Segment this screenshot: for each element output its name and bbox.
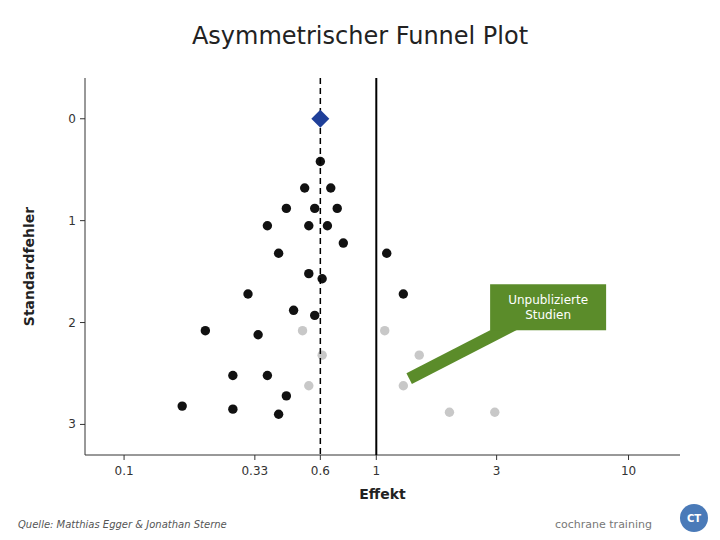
x-tick [496, 455, 497, 460]
x-tick-label: 1 [372, 464, 380, 478]
point [415, 350, 424, 359]
y-ticks: 0 1 2 3 [68, 112, 85, 432]
annotation-text: UnpublizierteStudien [508, 293, 588, 322]
point [310, 311, 319, 320]
annotation-box [490, 284, 606, 330]
point [323, 221, 332, 230]
point [228, 404, 237, 413]
y-tick-label: 0 [68, 112, 76, 126]
plot-area [177, 78, 548, 455]
logo [680, 504, 708, 532]
y-tick-label: 2 [68, 316, 76, 330]
point [317, 274, 326, 283]
point [263, 221, 272, 230]
y-tick-label: 3 [68, 417, 76, 431]
point [228, 371, 237, 380]
point [177, 401, 186, 410]
y-tick [80, 118, 85, 119]
point [274, 249, 283, 258]
y-tick [80, 424, 85, 425]
point [304, 381, 313, 390]
x-tick [124, 455, 125, 460]
point [310, 204, 319, 213]
pooled-estimate [311, 110, 329, 128]
point [274, 410, 283, 419]
x-tick [320, 455, 321, 460]
y-tick [80, 220, 85, 221]
x-ticks: 0.1 0.33 0.6 1 3 10 [115, 455, 637, 478]
point [300, 183, 309, 192]
point [399, 289, 408, 298]
point [298, 326, 307, 335]
point [326, 183, 335, 192]
title: Asymmetrischer Funnel Plot [192, 22, 528, 50]
point [339, 238, 348, 247]
x-tick-label: 0.6 [311, 464, 330, 478]
point [282, 204, 291, 213]
reference-line [375, 78, 377, 455]
source: Quelle: Matthias Egger & Jonathan Sterne [18, 519, 227, 530]
point [253, 330, 262, 339]
x-tick [376, 455, 377, 460]
point [490, 408, 499, 417]
x-tick [628, 455, 629, 460]
point [289, 306, 298, 315]
credit: cochrane training [555, 518, 652, 531]
point [445, 408, 454, 417]
point [380, 326, 389, 335]
x-tick-label: 10 [621, 464, 636, 478]
point [201, 326, 210, 335]
point [304, 221, 313, 230]
y-axis-line [85, 78, 86, 455]
x-tick-label: 3 [493, 464, 501, 478]
series [177, 157, 408, 419]
x-tick-label: 0.1 [115, 464, 134, 478]
point [333, 204, 342, 213]
chart: Asymmetrischer Funnel Plot0.10.330.61310… [0, 0, 720, 540]
point [382, 249, 391, 258]
logo-text: CT [687, 513, 701, 524]
x-axis-line [85, 455, 680, 456]
point [243, 289, 252, 298]
point [282, 391, 291, 400]
y-tick [80, 322, 85, 323]
y-tick-label: 1 [68, 214, 76, 228]
x-axis-label: Effekt [359, 486, 406, 502]
point [399, 381, 408, 390]
y-axis-label: Standardfehler [21, 207, 37, 326]
x-tick-label: 0.33 [241, 464, 268, 478]
point [263, 371, 272, 380]
x-tick [254, 455, 255, 460]
point [304, 269, 313, 278]
point [317, 350, 326, 359]
series [298, 326, 500, 417]
reference-line [320, 78, 322, 455]
